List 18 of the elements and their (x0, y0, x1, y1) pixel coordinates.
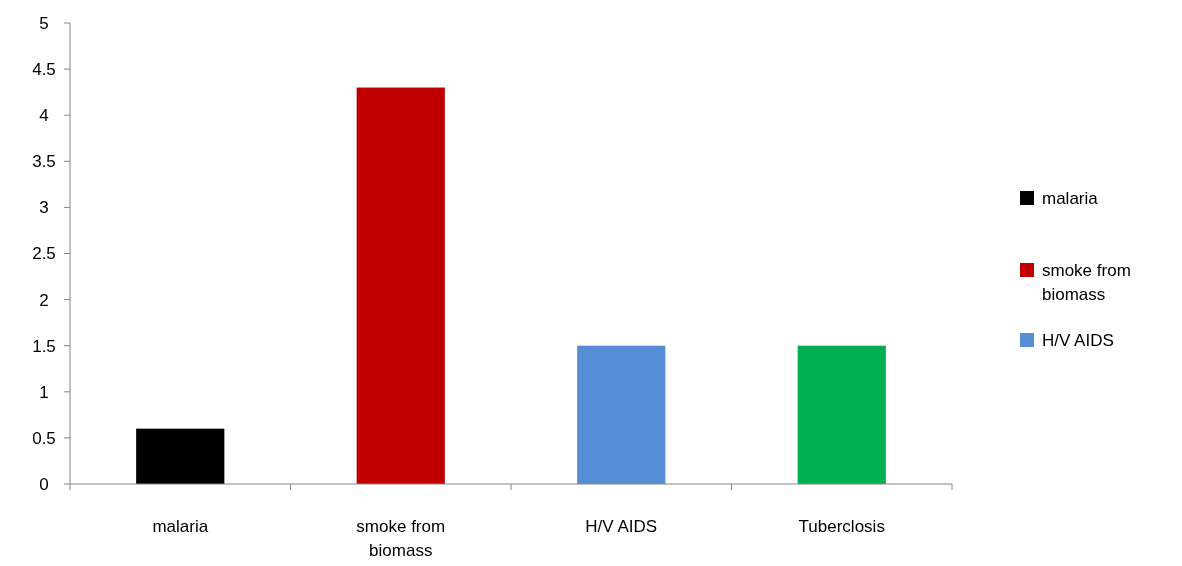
x-tick-label: H/V AIDS (585, 517, 658, 536)
y-tick-label: 2.5 (32, 244, 56, 264)
y-tick-label: 4 (39, 106, 49, 126)
y-tick-label: 2 (39, 290, 49, 310)
y-tick-label: 4.5 (32, 60, 56, 80)
y-tick-label: 3 (39, 198, 49, 218)
y-tick-label: 3.5 (32, 152, 56, 172)
y-tick-label: 1.5 (32, 336, 56, 356)
y-tick-label: 0.5 (32, 428, 56, 448)
y-tick-label: 5 (39, 13, 49, 33)
legend-label: smoke from biomass (1042, 260, 1131, 304)
y-tick-label: 0 (39, 474, 49, 494)
x-tick-label: malaria (152, 517, 209, 536)
legend-label: malaria (1042, 188, 1099, 208)
y-tick-label: 1 (39, 382, 49, 402)
x-tick-label: smoke from biomass (356, 517, 446, 560)
x-tick-label: Tuberclosis (798, 517, 885, 536)
legend-label: H/V AIDS (1042, 330, 1114, 350)
